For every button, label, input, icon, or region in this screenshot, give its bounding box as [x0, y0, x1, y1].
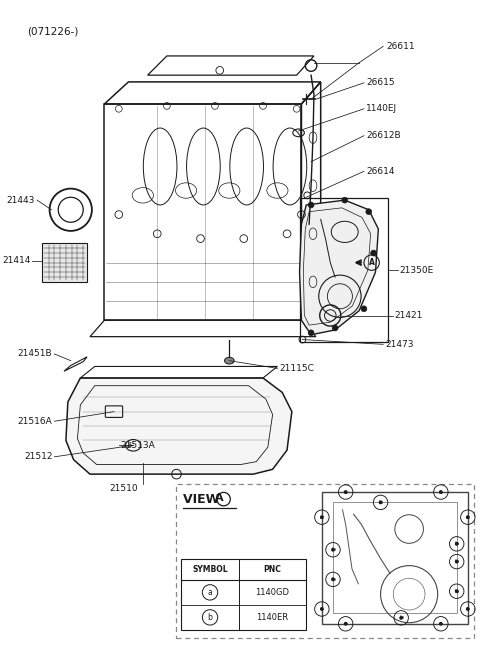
Circle shape	[466, 607, 470, 611]
Circle shape	[344, 490, 348, 494]
Circle shape	[331, 548, 335, 552]
Text: b: b	[379, 500, 383, 505]
Text: 21516A: 21516A	[18, 417, 52, 426]
Circle shape	[320, 607, 324, 611]
Circle shape	[331, 577, 335, 581]
Ellipse shape	[225, 358, 234, 364]
Text: b: b	[331, 577, 335, 582]
Circle shape	[379, 501, 383, 504]
Bar	[177, 483, 474, 638]
Text: a: a	[344, 621, 348, 626]
Text: PNC: PNC	[264, 565, 281, 574]
Circle shape	[332, 325, 338, 331]
Text: 21510: 21510	[109, 484, 138, 493]
Text: a: a	[208, 588, 213, 597]
Text: b: b	[455, 588, 459, 594]
Text: a: a	[320, 607, 324, 611]
Bar	[181, 559, 306, 630]
Circle shape	[455, 589, 458, 593]
Text: 26614: 26614	[366, 167, 395, 176]
Circle shape	[466, 515, 470, 519]
Circle shape	[439, 622, 443, 626]
Text: 26612B: 26612B	[366, 131, 400, 140]
Text: 21451B: 21451B	[18, 350, 52, 358]
Text: A: A	[369, 258, 374, 267]
Text: 21350E: 21350E	[399, 266, 434, 275]
Text: 21421: 21421	[395, 311, 423, 320]
Text: a: a	[439, 621, 443, 626]
Circle shape	[308, 330, 314, 336]
Text: b: b	[399, 615, 403, 621]
Polygon shape	[66, 378, 292, 474]
Text: a: a	[320, 515, 324, 520]
Circle shape	[439, 490, 443, 494]
Text: VIEW: VIEW	[183, 493, 224, 506]
Circle shape	[366, 209, 372, 215]
Text: 1140GD: 1140GD	[255, 588, 289, 597]
Polygon shape	[42, 243, 87, 282]
Text: 21414: 21414	[2, 256, 30, 265]
Polygon shape	[300, 200, 378, 335]
Text: a: a	[344, 489, 348, 495]
Text: A: A	[215, 493, 224, 503]
Text: 21473: 21473	[385, 340, 414, 349]
Text: 21512: 21512	[24, 453, 52, 461]
Circle shape	[320, 515, 324, 519]
Circle shape	[455, 542, 458, 546]
Text: b: b	[207, 613, 213, 622]
Circle shape	[361, 306, 367, 312]
Text: a: a	[439, 489, 443, 495]
Text: 1140EJ: 1140EJ	[366, 104, 397, 113]
Text: b: b	[455, 559, 459, 564]
Text: 26615: 26615	[366, 78, 395, 87]
Text: b: b	[331, 547, 335, 552]
Text: $: $	[127, 442, 132, 448]
Circle shape	[455, 560, 458, 564]
Text: (071226-): (071226-)	[27, 26, 78, 37]
Text: 21115C: 21115C	[279, 364, 314, 373]
Text: a: a	[466, 607, 470, 611]
Text: 26611: 26611	[386, 42, 415, 51]
Text: SYMBOL: SYMBOL	[192, 565, 228, 574]
Circle shape	[371, 250, 376, 256]
Circle shape	[342, 197, 348, 203]
Text: 21443: 21443	[7, 195, 35, 205]
Text: 1140ER: 1140ER	[256, 613, 288, 622]
Text: 21513A: 21513A	[121, 441, 156, 450]
Text: a: a	[466, 515, 470, 520]
Circle shape	[399, 616, 403, 620]
Circle shape	[344, 622, 348, 626]
Text: b: b	[455, 541, 459, 546]
Circle shape	[308, 202, 314, 208]
